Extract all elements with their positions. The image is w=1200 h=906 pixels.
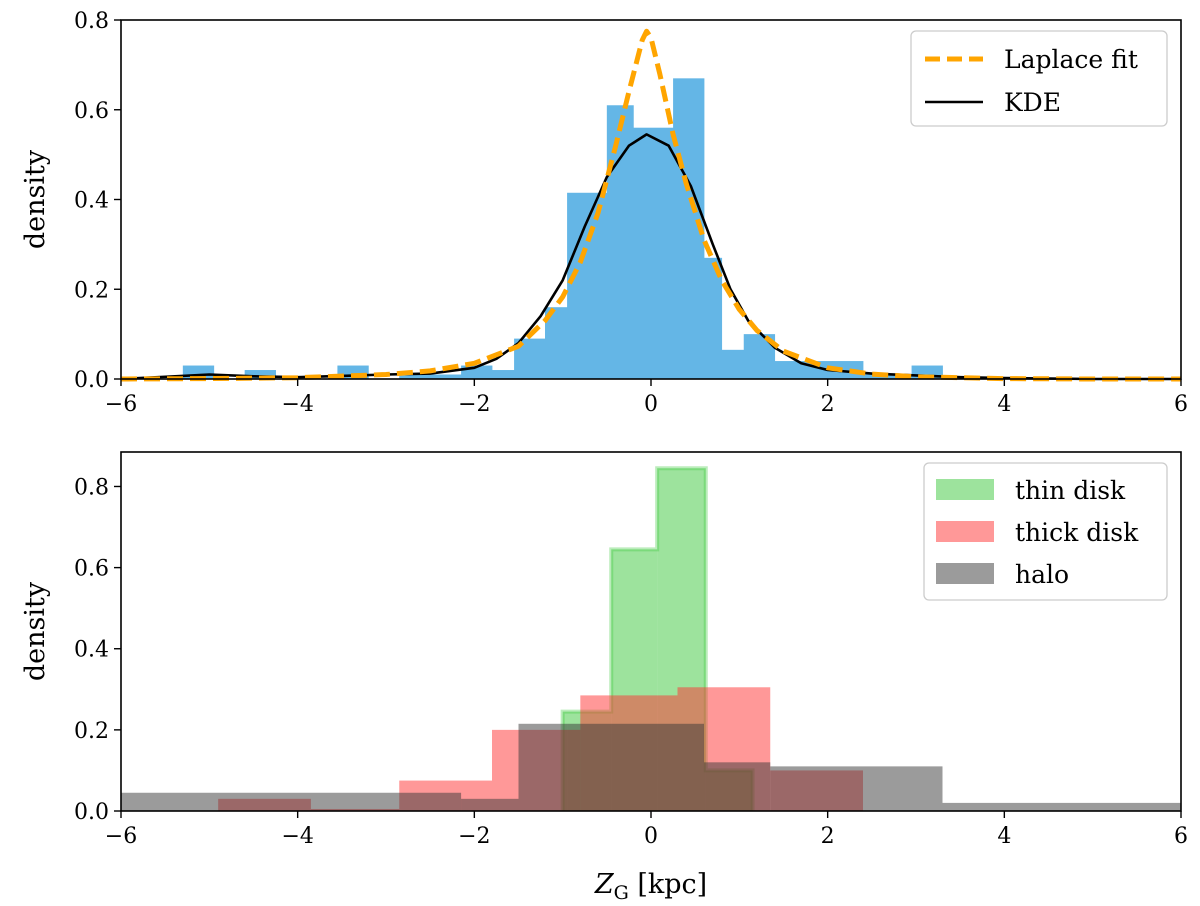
halo-bar xyxy=(704,762,771,811)
bottom-x-ticks: −6 −4 −2 0 2 4 6 xyxy=(105,811,1188,849)
x-axis-label-unit: [kpc] xyxy=(629,869,707,900)
top-y-tick-label: 0.2 xyxy=(74,278,109,303)
bottom-y-tick-label: 0.6 xyxy=(74,557,109,582)
halo-bar xyxy=(121,792,462,811)
bottom-x-tick-label: 0 xyxy=(644,824,658,849)
histogram-bar xyxy=(704,257,723,379)
halo-bar xyxy=(461,798,519,811)
top-panel: −6 −4 −2 0 2 4 6 0.0 0.2 0.4 0.6 0.8 density Lapla… xyxy=(20,9,1188,417)
legend-label-kde: KDE xyxy=(1004,88,1061,117)
bottom-y-tick-label: 0.2 xyxy=(74,719,109,744)
bottom-x-tick-label: 2 xyxy=(821,824,835,849)
histogram-bar xyxy=(721,349,745,379)
halo-bar xyxy=(567,723,704,811)
bottom-y-axis-label: density xyxy=(20,581,51,681)
top-y-ticks: 0.0 0.2 0.4 0.6 0.8 xyxy=(74,9,121,393)
top-y-tick-label: 0.4 xyxy=(74,189,109,214)
histogram-bar xyxy=(545,307,568,379)
top-x-tick-label: −2 xyxy=(458,392,490,417)
bottom-panel: −6 −4 −2 0 2 4 6 0.0 0.2 0.4 0.6 0.8 density ZG [k… xyxy=(20,451,1188,904)
bottom-histogram-bars xyxy=(121,466,1181,811)
histogram-bar xyxy=(832,361,864,379)
bottom-x-axis-label: ZG [kpc] xyxy=(594,869,707,904)
halo-bar xyxy=(942,802,1181,811)
histogram-bar xyxy=(244,370,276,379)
bottom-legend: thin disk thick disk halo xyxy=(923,462,1168,601)
top-x-tick-label: −6 xyxy=(105,392,137,417)
top-histogram-bars xyxy=(182,78,943,380)
top-x-tick-label: −4 xyxy=(281,392,313,417)
legend-swatch-thin-disk xyxy=(936,479,994,500)
top-x-tick-label: 0 xyxy=(644,392,658,417)
histogram-bar xyxy=(430,374,462,379)
bottom-x-tick-label: −4 xyxy=(281,824,313,849)
histogram-bar xyxy=(606,105,634,379)
top-y-tick-label: 0.0 xyxy=(74,368,109,393)
legend-swatch-thick-disk xyxy=(936,521,994,542)
top-x-tick-label: 2 xyxy=(821,392,835,417)
bottom-y-tick-label: 0.8 xyxy=(74,475,109,500)
bottom-x-tick-label: 6 xyxy=(1174,824,1188,849)
top-fit-lines xyxy=(120,28,1181,382)
legend-swatch-halo xyxy=(936,563,994,584)
histogram-bar xyxy=(492,370,515,379)
halo-histogram xyxy=(121,723,1181,811)
top-y-tick-label: 0.8 xyxy=(74,9,109,34)
bottom-x-tick-label: 4 xyxy=(997,824,1011,849)
bottom-y-ticks: 0.0 0.2 0.4 0.6 0.8 xyxy=(74,475,121,825)
legend-label-thin-disk: thin disk xyxy=(1015,476,1126,505)
halo-bar xyxy=(518,723,568,811)
x-axis-label-symbol: Z xyxy=(594,869,615,900)
laplace-fit-line xyxy=(120,28,1181,382)
legend-label-halo: halo xyxy=(1015,560,1069,589)
legend-label-thick-disk: thick disk xyxy=(1015,518,1139,547)
top-y-tick-label: 0.6 xyxy=(74,99,109,124)
top-x-tick-label: 6 xyxy=(1174,392,1188,417)
histogram-bar xyxy=(774,361,806,379)
bottom-y-tick-label: 0.0 xyxy=(74,800,109,825)
top-y-axis-label: density xyxy=(20,149,51,249)
bottom-y-tick-label: 0.4 xyxy=(74,638,109,663)
bottom-x-tick-label: −6 xyxy=(105,824,137,849)
legend-label-laplace-fit: Laplace fit xyxy=(1004,45,1138,74)
halo-bar xyxy=(770,766,943,811)
bottom-x-tick-label: −2 xyxy=(458,824,490,849)
histogram-bar xyxy=(399,374,431,379)
top-x-tick-label: 4 xyxy=(997,392,1011,417)
top-x-ticks: −6 −4 −2 0 2 4 6 xyxy=(105,379,1188,417)
x-axis-label-subscript: G xyxy=(614,882,629,904)
top-legend: Laplace fit KDE xyxy=(910,30,1168,127)
histogram-bar xyxy=(633,127,674,379)
